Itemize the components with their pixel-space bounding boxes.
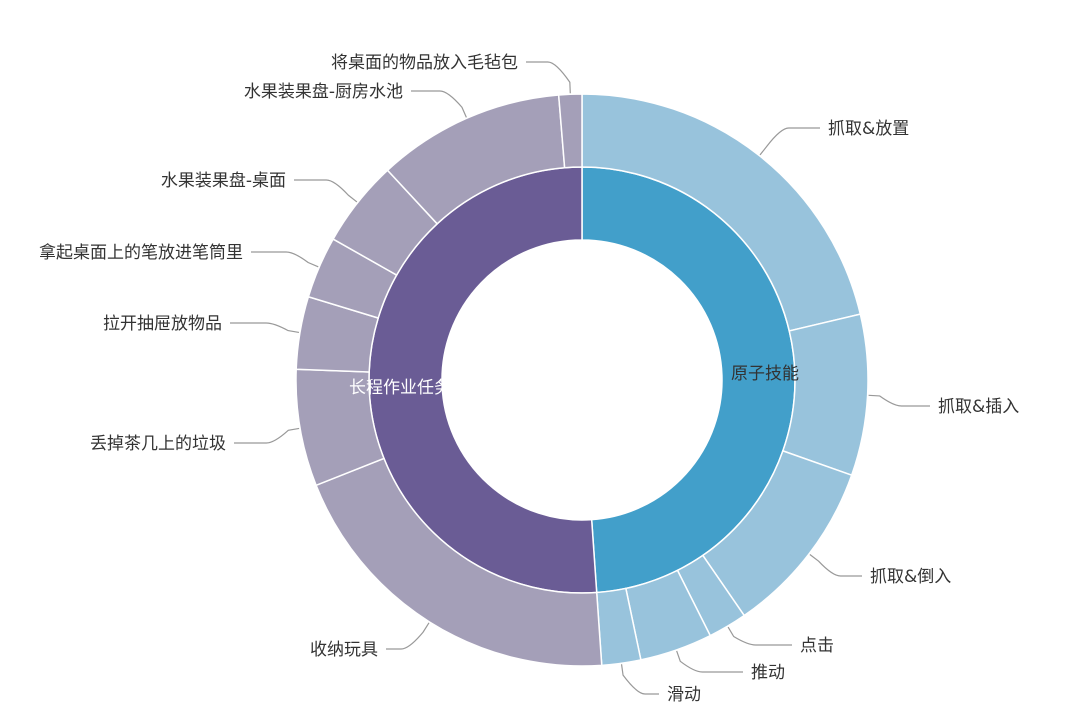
inner-label: 长程作业任务 [349,378,451,398]
outer-label: 抓取&放置 [828,119,909,139]
outer-label: 水果装果盘-桌面 [161,171,286,191]
leader-line [230,322,300,334]
leader-line [526,61,571,94]
outer-label: 滑动 [667,685,701,705]
outer-segment-0-1[interactable] [781,313,869,477]
leader-line [411,90,467,118]
outer-label: 抓取&插入 [938,397,1019,417]
outer-label: 拉开抽屉放物品 [103,314,222,334]
outer-label: 将桌面的物品放入毛毡包 [331,53,518,73]
outer-label: 点击 [800,636,834,656]
leader-line [809,553,862,577]
leader-line [294,179,358,203]
leader-line [868,394,930,407]
leader-line [620,664,659,695]
outer-label: 推动 [751,663,785,683]
leader-line [234,427,300,444]
leader-line [759,127,820,156]
outer-label: 水果装果盘-厨房水池 [244,82,403,102]
outer-segment-1-6[interactable] [557,93,583,169]
leader-line [676,650,743,673]
outer-label: 收纳玩具 [310,640,378,660]
outer-label: 抓取&倒入 [870,567,951,587]
leader-line [727,626,792,646]
inner-label: 原子技能 [731,364,799,384]
outer-label: 丢掉茶几上的垃圾 [90,434,226,454]
outer-label: 拿起桌面上的笔放进笔筒里 [39,242,243,263]
leader-line [251,251,319,268]
leader-line [386,622,430,650]
